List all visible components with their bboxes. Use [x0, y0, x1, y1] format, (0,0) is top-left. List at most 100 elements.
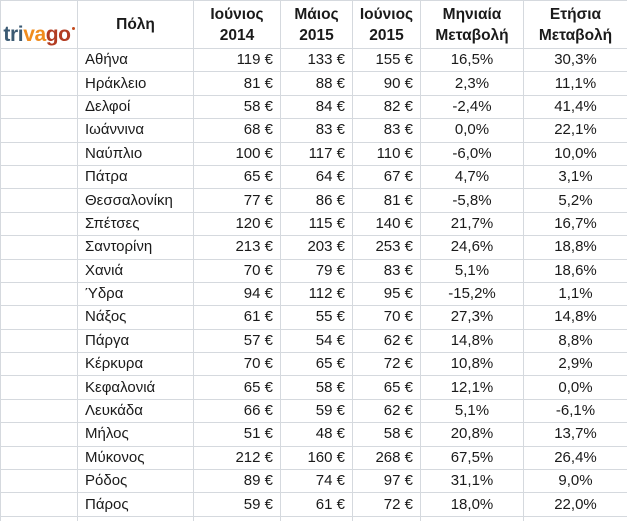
col-header-yearly-change: Ετήσια Μεταβολή	[523, 0, 627, 49]
price-jun-2015-cell: 268 €	[352, 445, 421, 471]
price-jun-2015-cell: 72 €	[352, 492, 421, 517]
yearly-change-cell: 22,0%	[523, 492, 627, 517]
yearly-change-cell: 3,1%	[523, 164, 627, 190]
logo-column-spacer	[0, 71, 78, 96]
city-cell: Δελφοί	[77, 94, 194, 120]
price-jun-2014-cell: 119 €	[193, 47, 281, 73]
table-row: Πάρος 59 € 61 € 72 € 18,0% 22,0%	[0, 492, 627, 517]
monthly-change-cell: -2,4%	[420, 94, 524, 120]
col-header-jun-2014: Ιούνιος 2014	[193, 0, 281, 49]
price-may-2015-cell: 65 €	[280, 352, 353, 377]
price-jun-2014-cell: 57 €	[193, 328, 281, 354]
city-cell: Νάξος	[77, 305, 194, 330]
logo-column-spacer	[0, 352, 78, 377]
monthly-change-cell: 0,0%	[420, 118, 524, 143]
partial-bottom-row	[0, 515, 627, 521]
price-jun-2015-cell: 67 €	[352, 164, 421, 190]
city-cell: Αθήνα	[77, 47, 194, 73]
price-jun-2014-cell: 68 €	[193, 118, 281, 143]
monthly-change-cell: -6,0%	[420, 141, 524, 166]
monthly-change-cell: -5,8%	[420, 188, 524, 213]
price-jun-2014-cell: 89 €	[193, 469, 281, 494]
table-row: Αθήνα 119 € 133 € 155 € 16,5% 30,3%	[0, 47, 627, 73]
price-may-2015-cell: 203 €	[280, 235, 353, 260]
col-header-jun-2015: Ιούνιος 2015	[352, 0, 421, 49]
price-jun-2014-cell: 59 €	[193, 492, 281, 517]
price-may-2015-cell: 133 €	[280, 47, 353, 73]
city-cell: Κεφαλονιά	[77, 375, 194, 400]
yearly-change-cell: 0,0%	[523, 375, 627, 400]
yearly-change-cell: 18,8%	[523, 235, 627, 260]
logo-column-spacer	[0, 118, 78, 143]
logo-part-va: va	[23, 22, 46, 46]
logo-column-spacer	[0, 469, 78, 494]
price-jun-2015-cell: 83 €	[352, 118, 421, 143]
yearly-change-cell: 8,8%	[523, 328, 627, 354]
trivago-logo-text: trivago	[3, 22, 75, 46]
table-body: Αθήνα 119 € 133 € 155 € 16,5% 30,3% Ηράκ…	[0, 47, 627, 517]
monthly-change-cell: 5,1%	[420, 398, 524, 424]
yearly-change-cell: 1,1%	[523, 281, 627, 307]
city-cell: Σπέτσες	[77, 211, 194, 237]
logo-column-spacer	[0, 141, 78, 166]
monthly-change-cell: 21,7%	[420, 211, 524, 237]
empty-cell	[77, 515, 194, 521]
price-jun-2015-cell: 82 €	[352, 94, 421, 120]
price-jun-2015-cell: 62 €	[352, 398, 421, 424]
monthly-change-cell: 14,8%	[420, 328, 524, 354]
monthly-change-cell: 67,5%	[420, 445, 524, 471]
price-may-2015-cell: 115 €	[280, 211, 353, 237]
price-jun-2014-cell: 66 €	[193, 398, 281, 424]
city-cell: Ιωάννινα	[77, 118, 194, 143]
empty-cell	[193, 515, 281, 521]
city-cell: Ναύπλιο	[77, 141, 194, 166]
city-cell: Κέρκυρα	[77, 352, 194, 377]
price-jun-2015-cell: 90 €	[352, 71, 421, 96]
logo-column-spacer	[0, 328, 78, 354]
yearly-change-cell: 13,7%	[523, 422, 627, 447]
logo-part-tri: tri	[3, 22, 24, 46]
price-may-2015-cell: 79 €	[280, 258, 353, 283]
yearly-change-cell: 5,2%	[523, 188, 627, 213]
table-row: Σαντορίνη 213 € 203 € 253 € 24,6% 18,8%	[0, 235, 627, 260]
logo-part-go: go	[45, 22, 71, 46]
empty-cell	[420, 515, 524, 521]
table-row: Δελφοί 58 € 84 € 82 € -2,4% 41,4%	[0, 94, 627, 120]
city-cell: Μήλος	[77, 422, 194, 447]
monthly-change-cell: 20,8%	[420, 422, 524, 447]
monthly-change-cell: 12,1%	[420, 375, 524, 400]
price-jun-2014-cell: 213 €	[193, 235, 281, 260]
price-may-2015-cell: 74 €	[280, 469, 353, 494]
city-cell: Χανιά	[77, 258, 194, 283]
yearly-change-cell: 22,1%	[523, 118, 627, 143]
table-row-partial	[0, 515, 627, 521]
price-may-2015-cell: 86 €	[280, 188, 353, 213]
logo-trademark-dot-icon	[71, 26, 75, 30]
price-jun-2014-cell: 65 €	[193, 164, 281, 190]
city-cell: Θεσσαλονίκη	[77, 188, 194, 213]
table-row: Πάργα 57 € 54 € 62 € 14,8% 8,8%	[0, 328, 627, 354]
price-jun-2015-cell: 62 €	[352, 328, 421, 354]
price-may-2015-cell: 58 €	[280, 375, 353, 400]
monthly-change-cell: 4,7%	[420, 164, 524, 190]
yearly-change-cell: 2,9%	[523, 352, 627, 377]
price-jun-2014-cell: 77 €	[193, 188, 281, 213]
table-row: Λευκάδα 66 € 59 € 62 € 5,1% -6,1%	[0, 398, 627, 424]
price-jun-2014-cell: 70 €	[193, 352, 281, 377]
price-may-2015-cell: 55 €	[280, 305, 353, 330]
table-row: Μήλος 51 € 48 € 58 € 20,8% 13,7%	[0, 422, 627, 447]
city-cell: Πάρος	[77, 492, 194, 517]
logo-column-spacer	[0, 445, 78, 471]
price-may-2015-cell: 61 €	[280, 492, 353, 517]
logo-column-spacer	[0, 281, 78, 307]
price-jun-2014-cell: 81 €	[193, 71, 281, 96]
price-may-2015-cell: 83 €	[280, 118, 353, 143]
trivago-logo: trivago	[0, 0, 78, 49]
price-jun-2014-cell: 61 €	[193, 305, 281, 330]
city-cell: Ύδρα	[77, 281, 194, 307]
yearly-change-cell: 41,4%	[523, 94, 627, 120]
monthly-change-cell: -15,2%	[420, 281, 524, 307]
city-cell: Ρόδος	[77, 469, 194, 494]
price-may-2015-cell: 112 €	[280, 281, 353, 307]
